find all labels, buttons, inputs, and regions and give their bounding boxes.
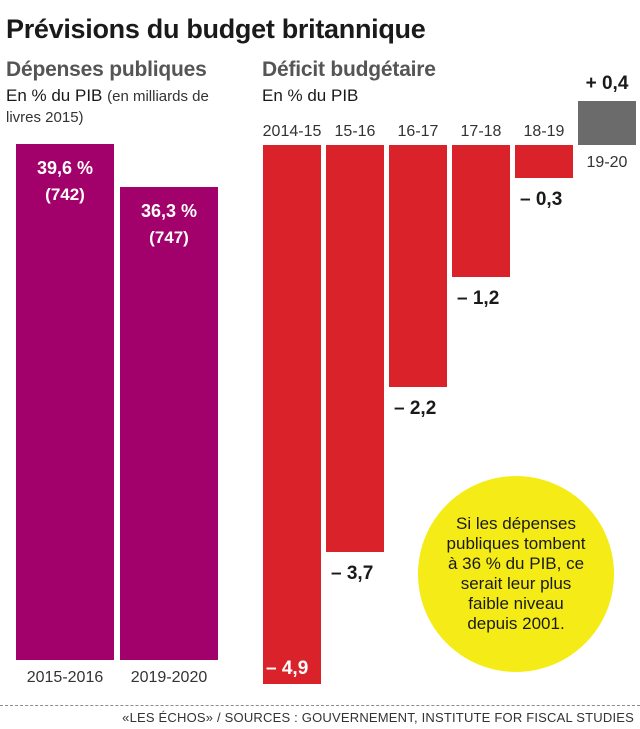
spending-panel-title: Dépenses publiques (6, 58, 207, 81)
deficit-category-label: 19-20 (587, 154, 628, 171)
callout-circle: Si les dépenses publiques tombent à 36 %… (418, 476, 614, 672)
deficit-value-label: – 3,7 (331, 563, 373, 584)
chart-title: Prévisions du budget britannique (6, 14, 426, 44)
deficit-category-label: 18-19 (524, 123, 565, 140)
deficit-bar (263, 145, 321, 684)
spending-bar (16, 144, 114, 660)
spending-subtitle-main: En % du PIB (6, 86, 103, 105)
spending-value-label: 39,6 % (37, 158, 93, 178)
deficit-value-label: – 4,9 (266, 658, 308, 679)
deficit-bar (326, 145, 384, 552)
footer-divider (0, 705, 640, 706)
deficit-value-label: – 1,2 (457, 288, 499, 309)
deficit-bar (389, 145, 447, 387)
surplus-value-label: + 0,4 (586, 73, 629, 94)
spending-category-label: 2019-2020 (131, 669, 208, 686)
deficit-panel-title: Déficit budgétaire (262, 58, 436, 81)
deficit-category-label: 15-16 (335, 123, 376, 140)
deficit-category-label: 17-18 (461, 123, 502, 140)
spending-value-label: 36,3 % (141, 201, 197, 221)
deficit-value-label: – 0,3 (520, 189, 562, 210)
spending-subtitle-note: (en milliards de livres 2015) (6, 88, 209, 126)
spending-billions-label: (747) (149, 228, 189, 247)
deficit-category-label: 2014-15 (263, 123, 322, 140)
deficit-value-label: – 2,2 (394, 398, 436, 419)
deficit-category-label: 16-17 (398, 123, 439, 140)
callout-text: Si les dépenses publiques tombent à 36 %… (446, 514, 586, 633)
spending-bar (120, 187, 218, 660)
spending-panel-subtitle: En % du PIB (en milliards de livres 2015… (6, 86, 246, 128)
deficit-panel-subtitle: En % du PIB (262, 86, 359, 105)
source-footer: «LES ÉCHOS» / SOURCES : GOUVERNEMENT, IN… (122, 710, 634, 725)
deficit-bar (515, 145, 573, 178)
deficit-bar (452, 145, 510, 277)
spending-billions-label: (742) (45, 185, 85, 204)
surplus-bar (578, 101, 636, 145)
spending-category-label: 2015-2016 (27, 669, 104, 686)
